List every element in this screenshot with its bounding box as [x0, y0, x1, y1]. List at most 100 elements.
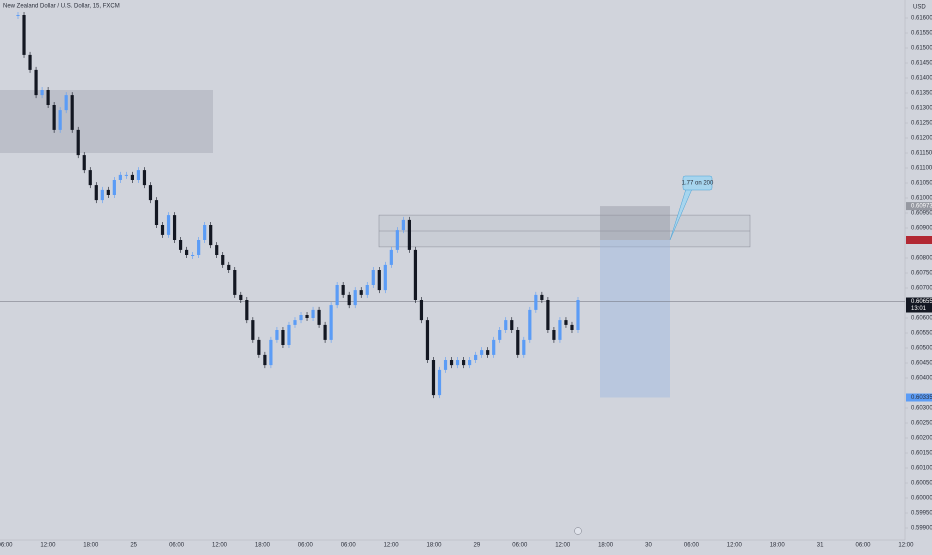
price-label: 0.60655 [911, 299, 932, 305]
candle [323, 324, 327, 340]
y-tick-label: 0.60550 [911, 331, 932, 337]
x-tick-label: 18:00 [598, 543, 614, 549]
y-tick-label: 0.60300 [911, 406, 932, 412]
candle [353, 290, 357, 306]
x-tick-label: 12:00 [727, 543, 743, 549]
candle [377, 270, 381, 291]
candle [395, 230, 399, 250]
target-label-bg [906, 202, 932, 211]
x-tick-label: 18:00 [83, 543, 99, 549]
candle [480, 350, 484, 355]
x-tick-label: 29 [474, 543, 481, 549]
y-tick-label: 0.61250 [911, 121, 932, 127]
x-tick-label: 12:00 [212, 543, 228, 549]
candle [70, 95, 74, 130]
target-label: 0.60973 [911, 204, 932, 210]
y-tick-label: 0.60400 [911, 376, 932, 382]
countdown: 13:01 [911, 306, 927, 312]
candle [552, 330, 556, 340]
x-tick-label: 18:00 [426, 543, 442, 549]
candle [437, 369, 442, 396]
y-tick-label: 0.61150 [911, 151, 932, 157]
y-tick-label: 0.60150 [911, 451, 932, 457]
candle [522, 339, 526, 355]
y-tick-label: 0.61500 [911, 46, 932, 52]
stop-box [600, 240, 670, 398]
candle [191, 255, 195, 256]
candle [209, 225, 213, 246]
candle [504, 320, 508, 330]
candle [124, 174, 128, 176]
x-tick-label: 06:00 [341, 543, 357, 549]
candle [263, 354, 267, 366]
callout-text: 1.77 on 200 [682, 181, 714, 187]
y-tick-label: 0.59950 [911, 511, 932, 517]
candle [293, 320, 297, 325]
y-tick-label: 0.60200 [911, 436, 932, 442]
candle [269, 339, 273, 366]
y-tick-label: 0.60050 [911, 481, 932, 487]
candle [419, 300, 424, 321]
candle [215, 245, 219, 255]
y-tick-label: 0.61200 [911, 136, 932, 142]
candle [528, 309, 532, 340]
candle [570, 324, 574, 330]
y-tick-label: 0.60750 [911, 271, 932, 277]
y-tick-label: 0.60600 [911, 316, 932, 322]
y-tick-label: 0.61400 [911, 76, 932, 82]
candle [82, 155, 86, 171]
zone [0, 90, 213, 153]
candle [317, 309, 321, 325]
candle [486, 350, 490, 355]
x-tick-label: 30 [645, 543, 652, 549]
chart-title: New Zealand Dollar / U.S. Dollar, 15, FX… [3, 4, 120, 10]
candle [534, 294, 538, 310]
x-tick-label: 06:00 [169, 543, 185, 549]
y-tick-label: 0.60950 [911, 211, 932, 217]
candle [371, 270, 375, 285]
candle [76, 129, 80, 156]
y-tick-label: 0.60450 [911, 361, 932, 367]
candle [178, 240, 183, 250]
candle [100, 189, 104, 201]
candle [347, 294, 351, 306]
candle [28, 54, 32, 70]
scroll-button[interactable] [574, 527, 582, 535]
candle [299, 315, 303, 321]
candle [455, 360, 460, 366]
x-tick-label: 06:00 [684, 543, 700, 549]
candle [576, 300, 580, 330]
candle [245, 300, 249, 321]
candle [558, 320, 562, 340]
candle [383, 264, 387, 291]
candle [498, 330, 502, 340]
y-tick-label: 0.60900 [911, 226, 932, 232]
candle [106, 189, 110, 195]
candle [510, 320, 514, 330]
x-tick-label: 12:00 [555, 543, 571, 549]
x-tick-label: 31 [817, 543, 824, 549]
y-tick-label: 0.60700 [911, 286, 932, 292]
currency: USD [913, 5, 926, 11]
candle [449, 360, 454, 366]
x-tick-label: 06:00 [0, 543, 13, 549]
candle [185, 249, 189, 255]
candle [52, 105, 56, 130]
candle [160, 225, 165, 235]
y-tick-label: 0.60100 [911, 466, 932, 472]
y-tick-label: 0.61600 [911, 16, 932, 22]
candle [281, 330, 285, 345]
candle [251, 320, 255, 340]
y-tick-label: 0.61300 [911, 106, 932, 112]
candle [335, 285, 339, 306]
candle [287, 324, 291, 345]
candle [233, 270, 237, 295]
y-tick-label: 0.59900 [911, 526, 932, 532]
entry-label-bg [906, 236, 932, 244]
candle [34, 69, 38, 96]
x-tick-label: 12:00 [40, 543, 56, 549]
candle [58, 110, 62, 130]
target-box [600, 206, 670, 240]
candle [341, 285, 345, 295]
candle [239, 294, 243, 300]
